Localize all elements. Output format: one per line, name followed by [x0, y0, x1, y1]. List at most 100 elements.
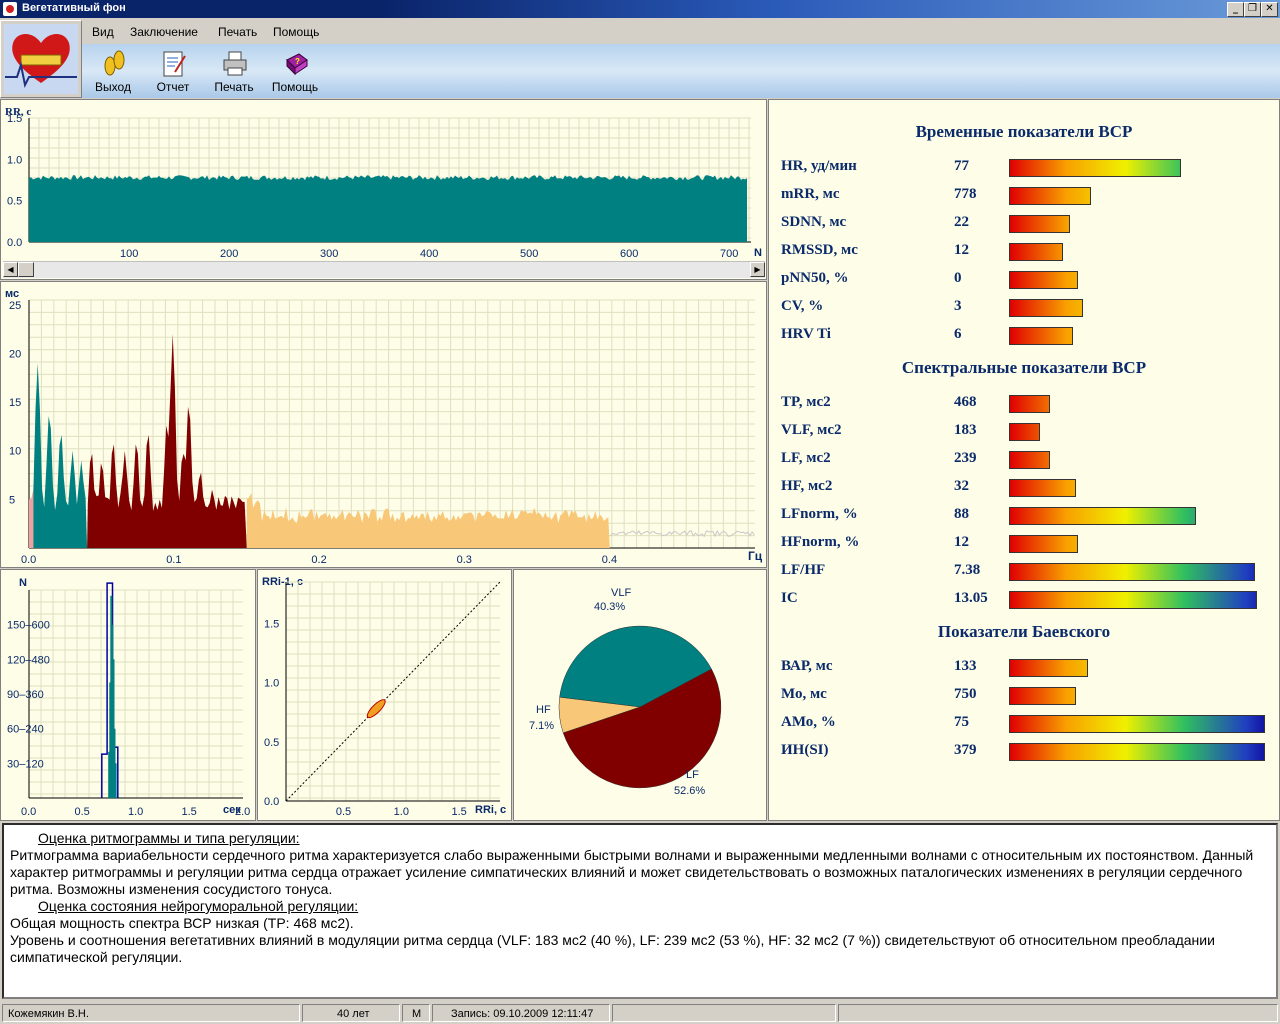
histogram-panel: N сек 150–600 120–480 90–360 60–240 30–120 0.… — [0, 569, 256, 821]
status-record-date: Запись: 09.10.2009 12:11:47 — [432, 1004, 610, 1022]
pie-slice-lf — [562, 668, 722, 789]
indicator-label: CV, % — [781, 298, 824, 314]
title-bar: Вегетативный фон _ ❐ ✕ — [0, 0, 1280, 18]
indicator-label: RMSSD, мс — [781, 242, 858, 258]
report-button[interactable]: Отчет — [145, 48, 201, 96]
indicator-value: 32 — [954, 478, 969, 494]
scroll-left-button[interactable]: ◀ — [3, 262, 18, 277]
report-paragraph-power: Общая мощность спектра ВСР низкая (TP: 4… — [10, 915, 354, 931]
indicator-label: pNN50, % — [781, 270, 849, 286]
report-label: Отчет — [156, 80, 190, 94]
scroll-thumb[interactable] — [18, 262, 34, 277]
spectrum-x-tick: 0.2 — [311, 554, 326, 566]
menu-print[interactable]: Печать — [218, 25, 258, 39]
footprints-icon — [104, 50, 125, 76]
indicator-value: 239 — [954, 450, 977, 466]
scroll-right-button[interactable]: ▶ — [750, 262, 765, 277]
spectrum-y-tick: 20 — [9, 348, 21, 360]
report-heading-neuro: Оценка состояния нейрогуморальной регуля… — [38, 898, 359, 914]
indicator-gradient-bar — [1009, 271, 1078, 289]
histogram-y-tick: 60–240 — [7, 724, 44, 736]
status-patient-name: Кожемякин В.Н. — [2, 1004, 300, 1022]
spectrum-x-tick: 0.0 — [21, 554, 36, 566]
histogram-x-tick: 0.5 — [75, 806, 90, 818]
indicator-gradient-bar — [1009, 423, 1040, 441]
conclusion-text-area[interactable]: Оценка ритмограммы и типа регуляции: Рит… — [2, 823, 1278, 999]
scatter-panel: RRi-1, с RRi, с 1.5 1.0 0.5 0.0 0.5 1.0 1.5 — [257, 569, 512, 821]
indicator-gradient-bar — [1009, 591, 1257, 609]
spectrum-xlabel: Гц — [748, 549, 763, 563]
print-button[interactable]: Печать — [206, 48, 262, 96]
histogram-y-tick: 30–120 — [7, 758, 44, 770]
exit-button[interactable]: Выход — [85, 48, 141, 96]
pie-pct-lf: 52.6% — [674, 785, 705, 797]
spectral-indicators-title: Спектральные показатели ВСР — [901, 358, 1147, 377]
report-paragraph-balance: Уровень и соотношения вегетативних влиян… — [10, 932, 1215, 965]
rhythmogram-scrollbar[interactable]: ◀ ▶ — [3, 261, 765, 278]
svg-text:?: ? — [295, 57, 300, 66]
ulf-band-area — [29, 489, 34, 548]
histogram-bar — [110, 595, 113, 798]
scatter-x-tick: 0.5 — [336, 806, 351, 818]
scatter-y-tick: 0.0 — [264, 796, 279, 808]
help-book-icon: ? — [286, 53, 308, 76]
printer-icon — [223, 51, 247, 76]
spectrum-y-tick: 10 — [9, 446, 21, 458]
menu-bar: Вид Заключение Печать Помощь — [82, 20, 1280, 44]
spectrum-y-tick: 15 — [9, 397, 21, 409]
indicator-gradient-bar — [1009, 507, 1196, 525]
indicator-value: 133 — [954, 658, 977, 674]
scatter-x-tick: 1.5 — [452, 806, 467, 818]
histogram-y-tick: 150–600 — [7, 620, 50, 632]
menu-conclusion[interactable]: Заключение — [130, 25, 198, 39]
indicator-gradient-bar — [1009, 715, 1265, 733]
scatter-y-tick: 1.0 — [264, 678, 279, 690]
status-empty-2 — [838, 1004, 1278, 1022]
vlf-band-area — [33, 363, 88, 548]
indicator-gradient-bar — [1009, 479, 1076, 497]
scatter-xlabel: RRi, с — [475, 804, 506, 816]
spectrum-pie-chart: VLF 40.3% HF 7.1% LF 52.6% — [529, 587, 722, 797]
scatter-ylabel: RRi-1, с — [262, 576, 303, 588]
indicator-value: 22 — [954, 214, 969, 230]
indicator-label: HR, уд/мин — [781, 158, 857, 174]
scatter-y-tick: 1.5 — [264, 618, 279, 630]
rhythmogram-xlabel: N — [754, 247, 762, 259]
close-button[interactable]: ✕ — [1261, 2, 1278, 17]
histogram-ylabel: N — [19, 577, 27, 589]
menu-view[interactable]: Вид — [92, 25, 114, 39]
indicator-label: Мо, мс — [781, 686, 827, 702]
rhythmogram-y-tick: 0.0 — [7, 237, 22, 249]
spectrum-grid — [28, 299, 755, 548]
histogram-bar — [114, 763, 117, 798]
indicator-gradient-bar — [1009, 743, 1265, 761]
identity-line — [285, 581, 501, 802]
spectrum-x-tick: 0.4 — [602, 554, 617, 566]
indicator-gradient-bar — [1009, 215, 1070, 233]
indicator-label: VLF, мс2 — [781, 422, 842, 438]
menu-help[interactable]: Помощь — [273, 25, 320, 39]
spectrum-chart: мс Гц 25 20 15 10 5 0.0 0.1 0.2 0.3 0.4 — [5, 288, 763, 566]
minimize-button[interactable]: _ — [1227, 2, 1244, 17]
indicator-label: ИН(SI) — [781, 742, 829, 758]
spectrum-x-tick: 0.1 — [166, 554, 181, 566]
help-label: Помощь — [271, 80, 319, 94]
indicator-gradient-bar — [1009, 243, 1063, 261]
histogram-xlabel: сек — [223, 804, 241, 816]
histogram-grid — [28, 589, 243, 798]
rhythmogram-x-tick: 700 — [720, 248, 738, 260]
report-icon — [163, 51, 186, 77]
restore-button[interactable]: ❐ — [1244, 2, 1261, 17]
indicator-label: HFnorm, % — [781, 534, 860, 550]
spectrum-x-tick: 0.3 — [457, 554, 472, 566]
spectrum-panel: мс Гц 25 20 15 10 5 0.0 0.1 0.2 0.3 0.4 — [0, 281, 767, 568]
indicator-label: SDNN, мс — [781, 214, 847, 230]
rhythmogram-ylabel: RR, с — [5, 106, 31, 118]
help-button[interactable]: ? Помощь — [267, 48, 323, 96]
pie-label-hf: HF — [536, 704, 551, 716]
pie-pct-hf: 7.1% — [529, 720, 554, 732]
rhythmogram-x-tick: 400 — [420, 248, 438, 260]
histogram-y-tick: 90–360 — [7, 689, 44, 701]
histogram-x-tick: 1.5 — [182, 806, 197, 818]
histogram-bar — [112, 659, 115, 798]
